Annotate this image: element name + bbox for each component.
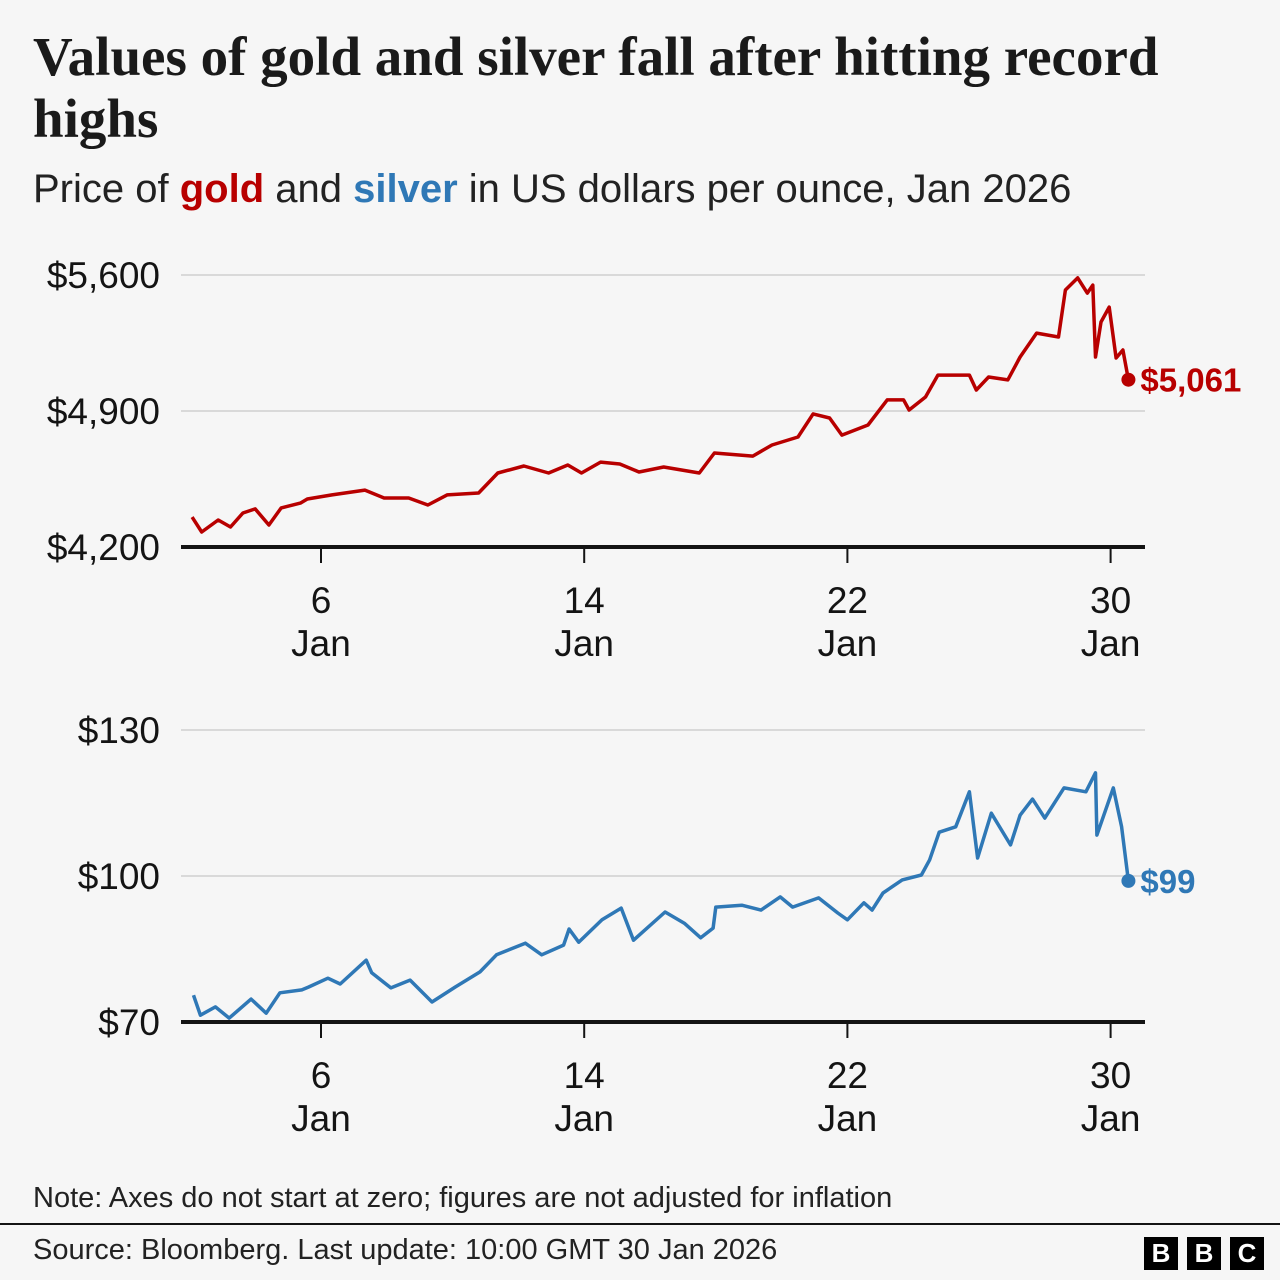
gold-y-tick-label: $4,200 [47,527,160,568]
silver-x-tick-day: 14 [564,1055,605,1096]
gold-x-tick-day: 30 [1090,580,1131,621]
subtitle-middle: and [264,167,354,211]
footnote: Note: Axes do not start at zero; figures… [33,1182,893,1214]
silver-end-dot [1121,873,1136,888]
bbc-logo: B B C [1144,1237,1264,1270]
subtitle-prefix: Price of [33,167,180,211]
gold-x-tick-day: 6 [311,580,332,621]
chart-subtitle: Price of gold and silver in US dollars p… [33,164,1071,214]
silver-x-tick-month: Jan [291,1098,351,1139]
gold-y-tick-label: $5,600 [47,255,160,296]
gold-price-line [190,276,1131,534]
silver-y-tick-label: $70 [98,1002,160,1043]
chart-title: Values of gold and silver fall after hit… [33,26,1159,149]
subtitle-suffix: in US dollars per ounce, Jan 2026 [457,167,1072,211]
silver-y-tick-label: $130 [78,710,160,751]
gold-x-tick-day: 22 [827,580,868,621]
silver-x-tick-day: 6 [311,1055,332,1096]
gold-x-tick-day: 14 [564,580,605,621]
source-line: Source: Bloomberg. Last update: 10:00 GM… [33,1234,778,1266]
silver-price-line [191,771,1131,1020]
logo-letter: B [1144,1237,1178,1270]
gold-end-dot [1121,372,1136,387]
gold-x-tick-month: Jan [291,623,351,664]
silver-x-tick-month: Jan [554,1098,614,1139]
silver-x-tick-day: 22 [827,1055,868,1096]
gold-x-tick-month: Jan [1081,623,1141,664]
gold-y-tick-label: $4,900 [47,391,160,432]
divider [0,1223,1280,1225]
subtitle-gold: gold [179,167,265,211]
subtitle-silver: silver [353,167,458,211]
silver-x-tick-day: 30 [1090,1055,1131,1096]
gold-end-label: $5,061 [1140,362,1241,399]
logo-letter: C [1230,1237,1264,1270]
silver-x-tick-month: Jan [818,1098,878,1139]
gold-x-tick-month: Jan [818,623,878,664]
gold-x-tick-month: Jan [554,623,614,664]
silver-x-tick-month: Jan [1081,1098,1141,1139]
silver-y-tick-label: $100 [78,856,160,897]
logo-letter: B [1187,1237,1221,1270]
silver-end-label: $99 [1140,863,1195,900]
